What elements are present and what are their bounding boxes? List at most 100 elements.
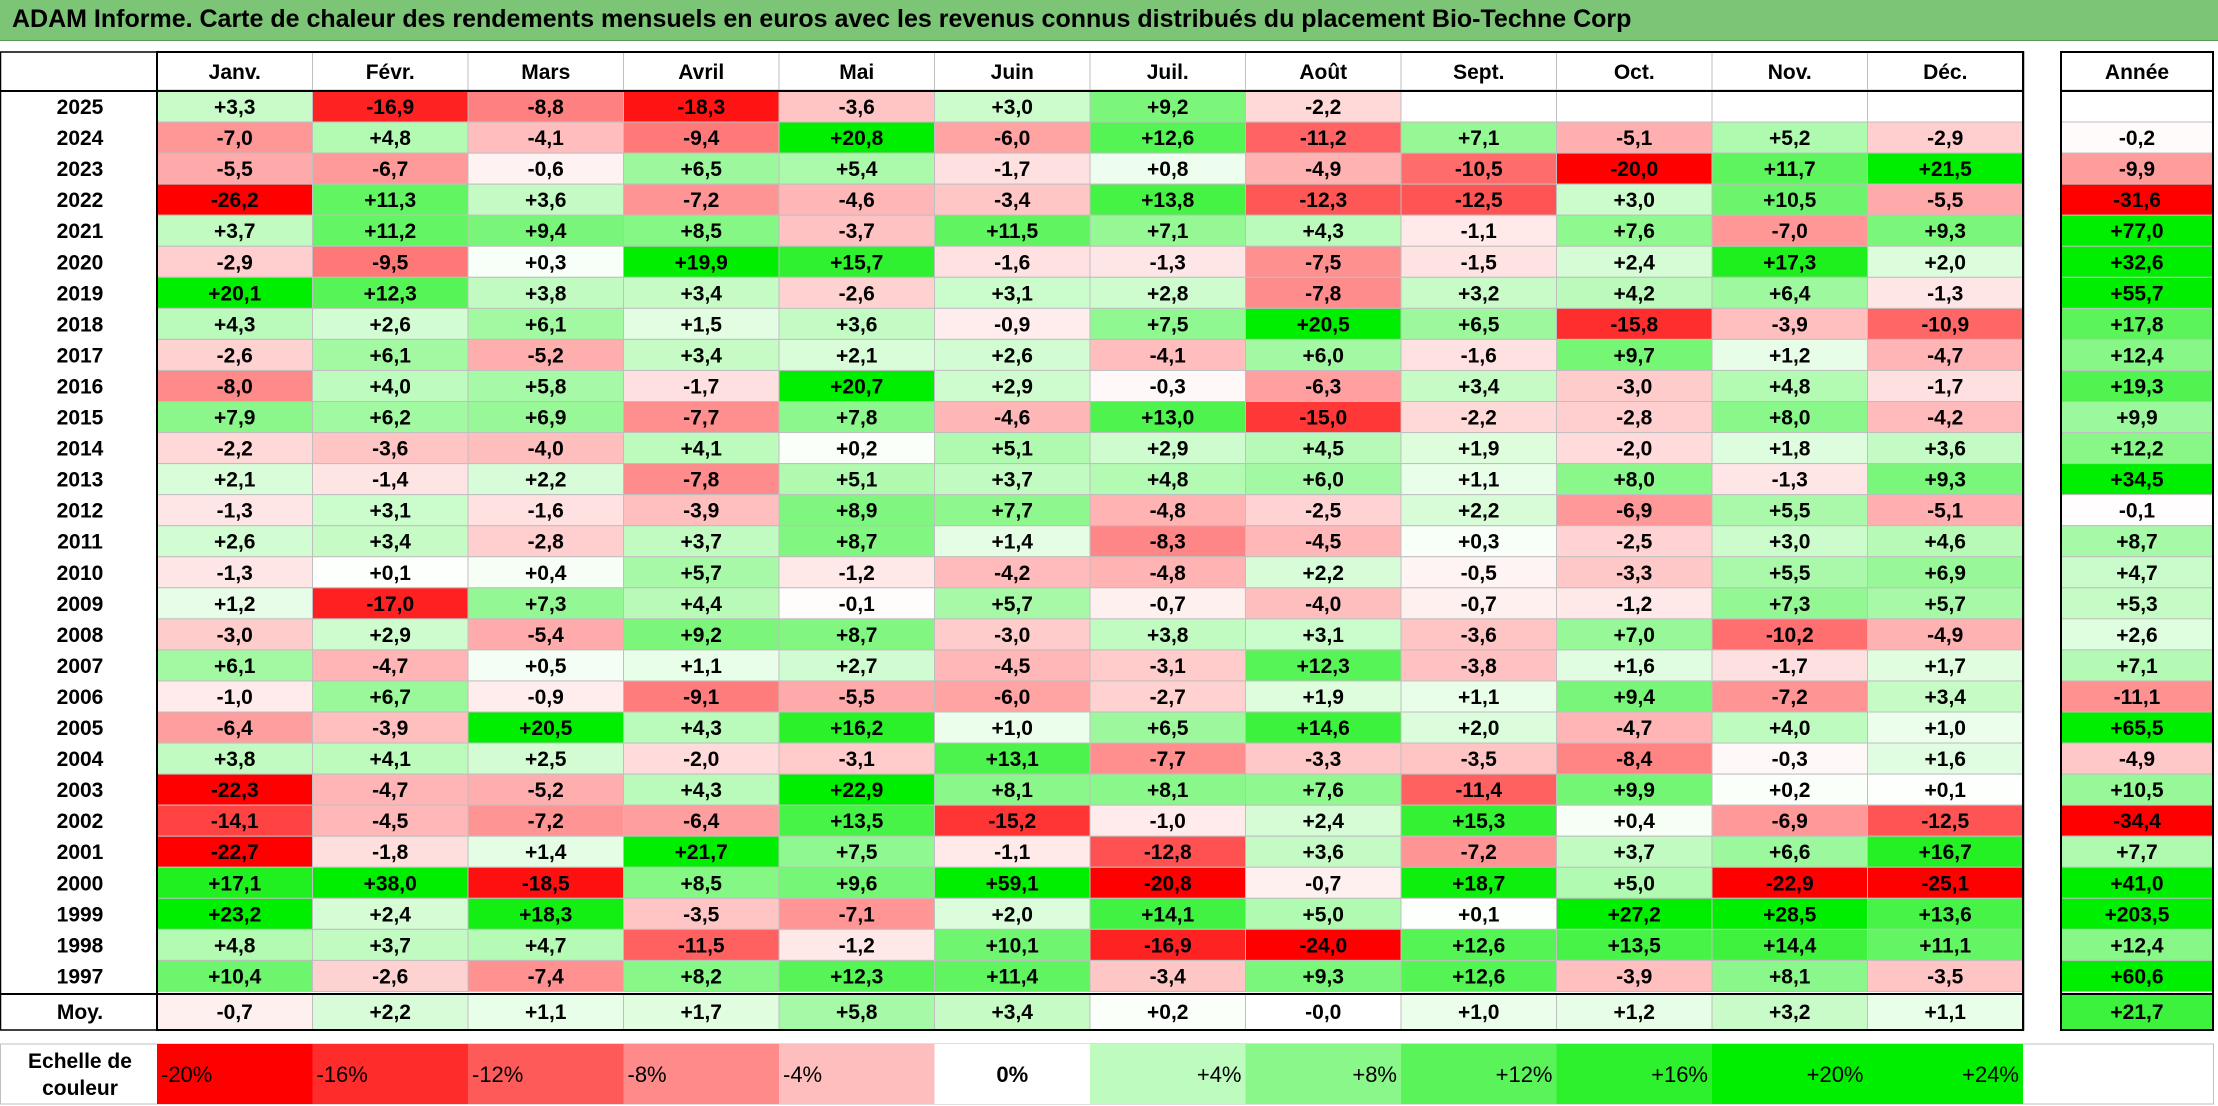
cell-value: -2,8 (1616, 407, 1653, 430)
heatmap-cell (312, 432, 469, 465)
heatmap-cell (1245, 649, 1402, 682)
cell-value: -18,3 (677, 96, 725, 119)
table-outer-border (0, 51, 2025, 1031)
cell-value: +0,1 (1458, 903, 1500, 926)
annual-value: +77,0 (2110, 220, 2163, 243)
cell-value: -18,5 (522, 872, 570, 895)
cell-value: +17,3 (1763, 251, 1816, 274)
average-annual-value: +21,7 (2110, 1001, 2163, 1024)
heatmap-cell (1245, 369, 1402, 403)
cell-value: +38,0 (364, 872, 417, 895)
heatmap-cell (934, 183, 1091, 216)
heatmap-cell (1245, 90, 1402, 123)
annual-cell (2060, 276, 2214, 309)
heatmap-cell (1245, 432, 1402, 465)
annual-cell (2060, 897, 2214, 930)
cell-value: -1,7 (994, 158, 1030, 181)
cell-value: -3,9 (372, 717, 408, 740)
cell-value: -0,7 (1150, 593, 1186, 616)
average-value: -0,7 (217, 1001, 253, 1024)
cell-value: +14,1 (1141, 903, 1194, 926)
heatmap-cell (1711, 742, 1868, 775)
heatmap-cell (778, 959, 935, 992)
cell-value: +1,9 (1458, 438, 1499, 461)
average-cell (1867, 993, 2024, 1031)
cell-value: +11,7 (1764, 158, 1816, 181)
cell-value: -8,8 (528, 96, 565, 119)
cell-value: +12,3 (1297, 655, 1350, 678)
heatmap-cell (1711, 866, 1868, 899)
cell-value: +7,6 (1303, 779, 1344, 802)
heatmap-cell (312, 463, 469, 496)
cell-value: +6,2 (370, 407, 411, 430)
heatmap-cell (1089, 742, 1246, 775)
month-header-cell (1556, 51, 1713, 91)
heatmap-cell (1400, 494, 1557, 527)
heatmap-cell (1089, 618, 1246, 651)
heatmap-cell (934, 245, 1091, 278)
cell-value: +5,8 (525, 375, 567, 398)
heatmap-cell (778, 928, 935, 961)
heatmap-cell (1400, 835, 1557, 868)
cell-value: -1,3 (217, 562, 253, 585)
heatmap-cell (1400, 804, 1557, 837)
cell-value: -7,5 (1305, 251, 1342, 274)
cell-value: +6,9 (1925, 562, 1966, 585)
cell-value: +4,3 (681, 779, 722, 802)
annual-value: +9,9 (2116, 407, 2157, 430)
cell-value: -15,2 (988, 810, 1036, 833)
cell-value: +5,1 (992, 438, 1034, 461)
heatmap-cell (312, 959, 469, 992)
annual-value: +12,4 (2110, 344, 2163, 367)
heatmap-cell (1711, 338, 1868, 371)
heatmap-cell (1245, 276, 1402, 309)
heatmap-cell (1400, 928, 1557, 961)
cell-value: -6,3 (1305, 375, 1341, 398)
heatmap-cell (1089, 959, 1246, 992)
scale-label: -4% (783, 1062, 822, 1087)
cell-value: +0,4 (1614, 810, 1656, 833)
heatmap-cell (156, 90, 313, 123)
cell-value: +1,2 (1769, 344, 1810, 367)
heatmap-cell (1556, 556, 1713, 589)
cell-value: +12,3 (830, 965, 883, 988)
cell-value: -1,5 (1461, 251, 1498, 274)
cell-value: -7,2 (683, 189, 719, 212)
cell-value: -3,1 (839, 748, 876, 771)
year-label: 1997 (57, 965, 104, 988)
cell-value: -16,9 (1144, 934, 1192, 957)
month-header-8: Août (1299, 61, 1347, 84)
heatmap-cell (1400, 680, 1557, 713)
cell-value: +7,1 (1147, 220, 1189, 243)
heatmap-cell (1556, 804, 1713, 837)
cell-value: +1,6 (1925, 748, 1966, 771)
heatmap-cell (1867, 338, 2024, 371)
heatmap-cell (312, 90, 469, 123)
annual-value: +34,5 (2110, 469, 2163, 492)
cell-value: -7,1 (839, 903, 876, 926)
cell-value: -1,6 (528, 500, 564, 523)
month-header-3: Mars (521, 61, 570, 84)
cell-value: +3,1 (992, 282, 1034, 305)
annual-value: -34,4 (2113, 810, 2161, 833)
cell-value: -3,3 (1616, 562, 1652, 585)
heatmap-cell (1089, 307, 1246, 340)
annual-value: +7,7 (2116, 841, 2157, 864)
cell-value: +7,5 (1147, 313, 1189, 336)
scale-label: -12% (472, 1062, 523, 1087)
cell-value: +8,0 (1614, 469, 1655, 492)
cell-value: +27,2 (1608, 903, 1661, 926)
heatmap-cell (778, 276, 935, 309)
year-label: 2022 (57, 189, 104, 212)
cell-value: -1,3 (1927, 282, 1963, 305)
cell-value: +2,9 (992, 375, 1033, 398)
heatmap-cell (467, 649, 624, 682)
cell-value: -3,5 (1927, 965, 1964, 988)
heatmap-cell (623, 866, 780, 899)
cell-value: -4,0 (1305, 593, 1341, 616)
cell-value: +13,1 (986, 748, 1039, 771)
cell-value: -0,6 (528, 158, 564, 181)
cell-value: +8,2 (681, 965, 722, 988)
heatmap-cell (467, 804, 624, 837)
cell-value: -5,5 (217, 158, 254, 181)
